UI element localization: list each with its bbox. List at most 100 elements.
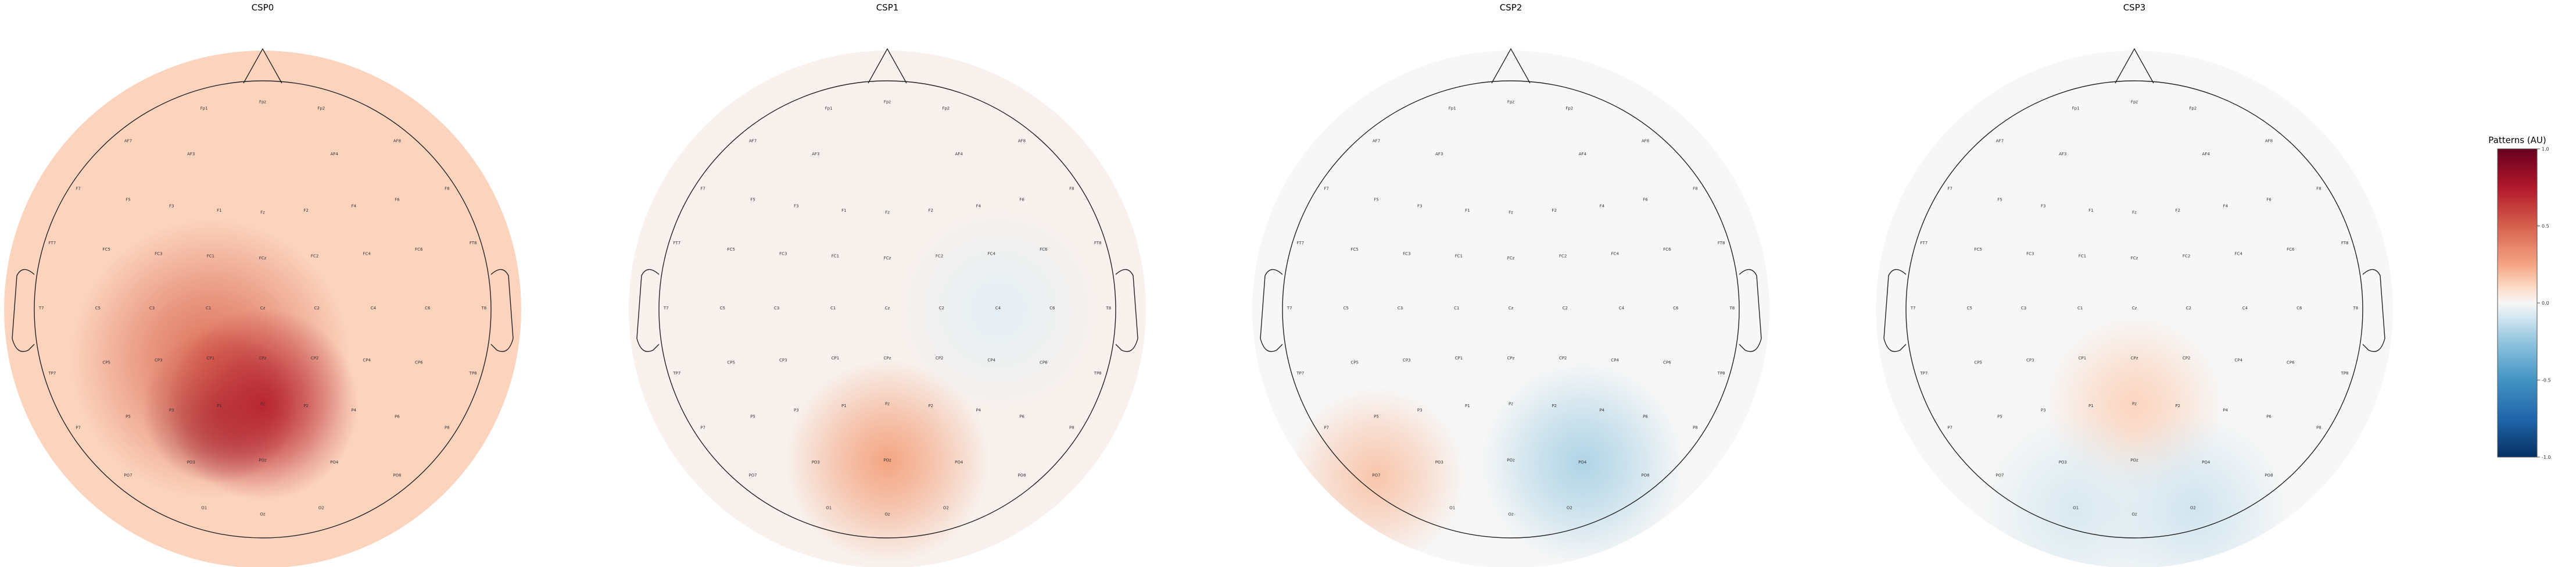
channel-label: FT8 [1094, 241, 1102, 245]
channel-label: P2 [1552, 404, 1557, 408]
channel-label: CP1 [2079, 356, 2087, 361]
channel-label: CPz [884, 356, 891, 361]
channel-label: P4 [2223, 408, 2228, 412]
channel-label: FC1 [832, 254, 839, 258]
topomap-field [1876, 51, 2393, 567]
channel-label: F3 [2041, 204, 2045, 209]
channel-label: Fz [2132, 211, 2137, 215]
channel-label: F6 [1019, 197, 1024, 202]
channel-label: CP5 [102, 360, 110, 365]
topomap-title: CSP0 [252, 2, 274, 13]
topomap-background [629, 51, 1146, 567]
channel-label: FC4 [363, 252, 371, 256]
head-outline [34, 80, 492, 539]
channel-label: T8 [1729, 306, 1735, 311]
channel-label: F2 [2175, 208, 2180, 213]
channel-label: CP6 [415, 360, 423, 365]
topomap-field [629, 51, 1146, 567]
channel-label: F7 [1947, 187, 1952, 191]
colorbar: Patterns (AU) -1.0 -0.5 0.0 0.5 1.0 [2488, 135, 2550, 460]
channel-label: F5 [126, 197, 130, 202]
channel-label: F8 [2316, 187, 2321, 191]
channel-label: P6 [2266, 415, 2272, 419]
channel-label: FT7 [49, 241, 56, 245]
channel-label: Fp2 [1565, 106, 1573, 111]
channel-label: AF7 [749, 139, 757, 144]
channel-label: C4 [1619, 306, 1625, 311]
channel-label: POz [883, 458, 891, 462]
channel-label: F1 [1465, 208, 1470, 213]
topomap-csp0: CSP0 Fp1 Fpz Fp2 AF7 AF3 AF4 AF8 F7 F5 F3 F1 Fz F2 F4… [4, 2, 521, 567]
channel-label: P5 [1374, 415, 1379, 419]
colorbar-tick-label: 0.0 [2542, 301, 2549, 306]
channel-label: FT7 [673, 241, 681, 245]
nose-outline [2115, 48, 2154, 84]
channel-label: T8 [481, 306, 486, 311]
channel-label: CP2 [311, 356, 319, 361]
channel-label: O2 [1567, 505, 1572, 510]
colorbar-tick-label: 1.0 [2542, 147, 2549, 152]
channel-label: C1 [830, 306, 836, 311]
channel-label: F1 [841, 208, 846, 213]
channel-label: TP7 [48, 371, 56, 376]
channel-label: T7 [1287, 306, 1292, 311]
channel-label: AF3 [2059, 152, 2066, 156]
channel-label: CP6 [2287, 360, 2295, 365]
channel-label: Oz [884, 512, 890, 517]
channel-label: FC5 [1351, 247, 1359, 252]
channel-label: T7 [1910, 306, 1916, 311]
channel-label: AF8 [2265, 139, 2273, 144]
channel-label: CP4 [2234, 358, 2242, 363]
channel-label: Fp1 [2072, 106, 2080, 111]
channel-label: F3 [169, 204, 174, 209]
colorbar-tick-label: 0.5 [2542, 224, 2549, 229]
channel-label: P2 [303, 404, 309, 408]
channel-label: P5 [1997, 415, 2002, 419]
right-ear-outline [490, 269, 514, 352]
topomap-title: CSP3 [2123, 2, 2146, 13]
channel-label: F2 [303, 208, 308, 213]
channel-label: FT8 [2341, 241, 2349, 245]
channel-label: Pz [1509, 401, 1513, 406]
channel-label: P7 [76, 425, 81, 430]
channel-label: F7 [76, 187, 80, 191]
channel-label: F6 [395, 197, 400, 202]
channel-label: AF8 [393, 139, 401, 144]
channel-label: FC3 [779, 252, 787, 256]
channel-label: Pz [260, 401, 265, 406]
channel-label: C3 [774, 306, 779, 311]
channel-label: O2 [943, 505, 949, 510]
channel-label: F2 [1552, 208, 1556, 213]
channel-label: C3 [1398, 306, 1403, 311]
channel-label: C1 [1454, 306, 1459, 311]
channel-label: FT8 [1718, 241, 1725, 245]
channel-label: F8 [1693, 187, 1697, 191]
channel-label: P3 [1417, 408, 1423, 412]
channel-label: CP5 [1350, 360, 1359, 365]
channel-label: Fp2 [317, 106, 325, 111]
channel-label: AF4 [2202, 152, 2210, 156]
channel-label: Oz [1508, 512, 1514, 517]
channel-label: AF4 [331, 152, 339, 156]
channel-label: C6 [425, 306, 431, 311]
channel-label: F3 [794, 204, 798, 209]
pattern-blob [895, 207, 1101, 412]
channel-label: P1 [217, 404, 222, 408]
channel-label: Fz [260, 211, 265, 215]
channel-label: Cz [2132, 306, 2137, 311]
channel-label: P3 [169, 408, 174, 412]
channel-label: P8 [1693, 425, 1698, 430]
channel-label: FC1 [207, 254, 214, 258]
colorbar-tick-label: -0.5 [2542, 378, 2551, 383]
channel-label: PO8 [2265, 473, 2273, 477]
channel-label: CP6 [1663, 360, 1671, 365]
channel-label: PO7 [124, 473, 132, 477]
channel-label: F4 [352, 204, 357, 209]
channel-label: F5 [750, 197, 755, 202]
channel-label: POz [1507, 458, 1515, 462]
channel-label: AF3 [1435, 152, 1443, 156]
channel-label: CP4 [1611, 358, 1619, 363]
channel-label: F2 [928, 208, 933, 213]
head-outline [658, 80, 1116, 539]
channel-label: C2 [939, 306, 944, 311]
